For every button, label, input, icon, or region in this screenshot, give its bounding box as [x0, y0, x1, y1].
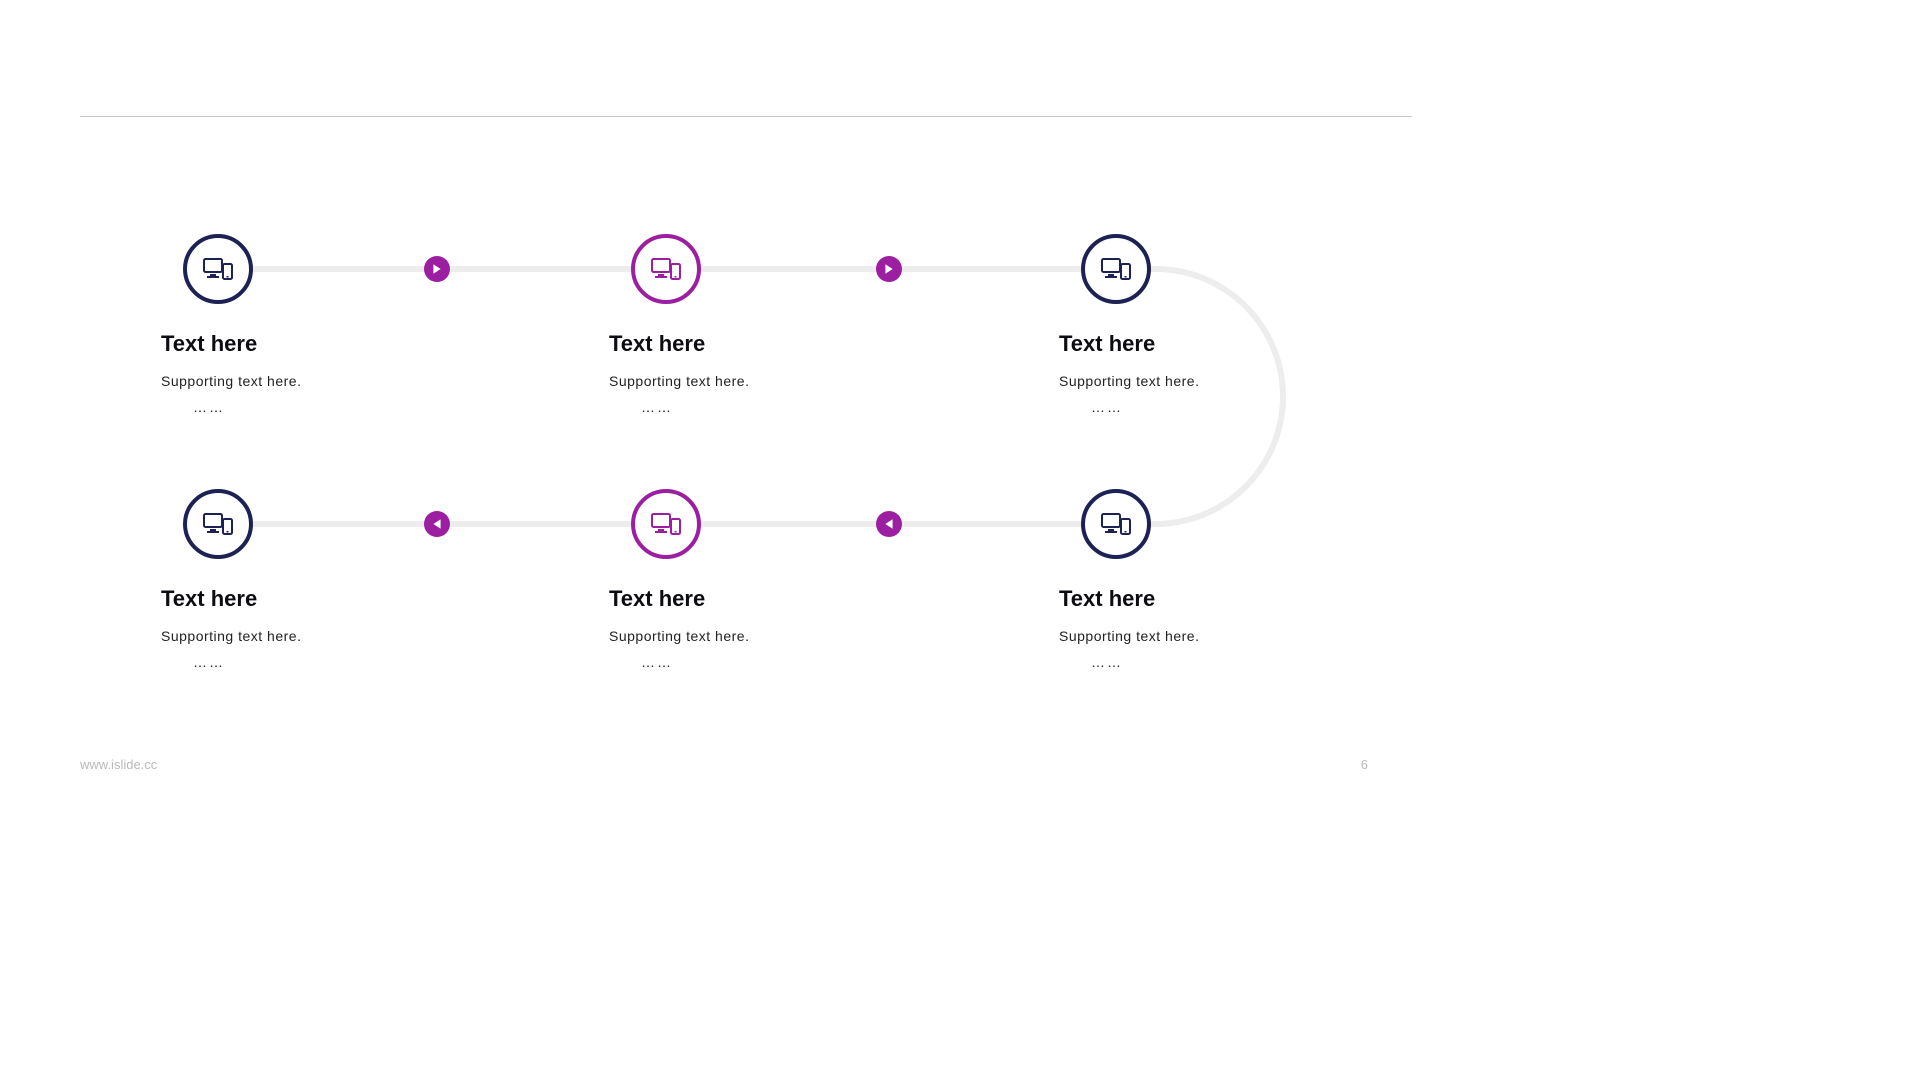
step-subtitle: Supporting text here. [161, 628, 461, 644]
step-node-6 [1081, 489, 1151, 559]
step-text-2: Text here Supporting text here. …… [609, 331, 909, 415]
step-subtitle: Supporting text here. [609, 628, 909, 644]
step-subtitle: Supporting text here. [1059, 373, 1359, 389]
step-title: Text here [161, 586, 461, 612]
step-title: Text here [161, 331, 461, 357]
arrow-left-icon [876, 511, 902, 537]
step-title: Text here [609, 586, 909, 612]
page-number: 6 [1361, 757, 1368, 772]
step-node-2 [631, 234, 701, 304]
step-text-4: Text here Supporting text here. …… [161, 586, 461, 670]
step-dots: …… [1091, 399, 1359, 415]
step-node-5 [631, 489, 701, 559]
step-dots: …… [193, 399, 461, 415]
step-text-3: Text here Supporting text here. …… [1059, 331, 1359, 415]
step-text-1: Text here Supporting text here. …… [161, 331, 461, 415]
arrow-right-icon [876, 256, 902, 282]
step-node-3 [1081, 234, 1151, 304]
step-subtitle: Supporting text here. [1059, 628, 1359, 644]
step-title: Text here [609, 331, 909, 357]
step-subtitle: Supporting text here. [161, 373, 461, 389]
arrow-right-icon [424, 256, 450, 282]
step-dots: …… [1091, 654, 1359, 670]
step-node-1 [183, 234, 253, 304]
step-title: Text here [1059, 331, 1359, 357]
top-divider [80, 116, 1412, 117]
step-dots: …… [641, 654, 909, 670]
step-text-6: Text here Supporting text here. …… [1059, 586, 1359, 670]
step-node-4 [183, 489, 253, 559]
step-text-5: Text here Supporting text here. …… [609, 586, 909, 670]
arrow-left-icon [424, 511, 450, 537]
step-subtitle: Supporting text here. [609, 373, 909, 389]
step-title: Text here [1059, 586, 1359, 612]
slide: Text here Supporting text here. …… Text … [0, 0, 1440, 810]
step-dots: …… [193, 654, 461, 670]
footer-url: www.islide.cc [80, 757, 157, 772]
step-dots: …… [641, 399, 909, 415]
